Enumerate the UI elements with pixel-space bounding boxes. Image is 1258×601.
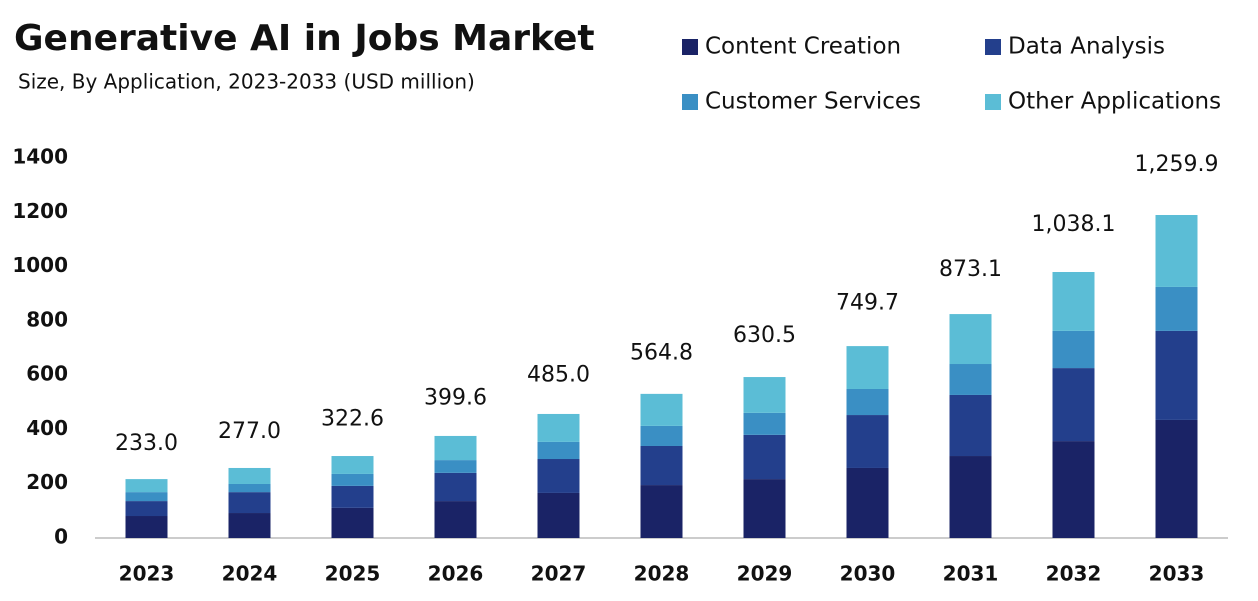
legend-label: Data Analysis bbox=[1008, 34, 1165, 60]
chart-subtitle: Size, By Application, 2023-2033 (USD mil… bbox=[18, 70, 475, 94]
bar-segment bbox=[640, 393, 683, 426]
bar-segment bbox=[846, 415, 889, 468]
bar-segment bbox=[434, 435, 477, 461]
bar-segment bbox=[846, 388, 889, 416]
x-tick-label: 2033 bbox=[1149, 562, 1205, 586]
bar-segment bbox=[640, 485, 683, 538]
bar-segment bbox=[1052, 368, 1095, 442]
y-tick-label: 800 bbox=[26, 307, 68, 331]
bar-segment bbox=[125, 501, 168, 517]
bar-segment bbox=[125, 492, 168, 502]
bar-segment bbox=[228, 467, 271, 484]
total-label: 873.1 bbox=[939, 257, 1002, 282]
legend-swatch bbox=[985, 39, 1001, 55]
legend-swatch bbox=[985, 94, 1001, 110]
bar-segment bbox=[640, 425, 683, 446]
bar-segment bbox=[1155, 286, 1198, 331]
bar-segment bbox=[331, 507, 374, 538]
total-label: 485.0 bbox=[527, 362, 590, 387]
bar-segment bbox=[228, 483, 271, 493]
bar-segment bbox=[228, 492, 271, 514]
bar-segment bbox=[743, 479, 786, 538]
legend-swatch bbox=[682, 94, 698, 110]
total-label: 1,259.9 bbox=[1135, 152, 1219, 177]
bar-segment bbox=[743, 412, 786, 435]
x-tick-label: 2023 bbox=[119, 562, 175, 586]
bar-segment bbox=[743, 434, 786, 480]
bar-segment bbox=[434, 472, 477, 502]
bar-segment bbox=[125, 479, 168, 493]
y-tick-label: 400 bbox=[26, 416, 68, 440]
y-tick-label: 1200 bbox=[12, 199, 68, 223]
total-label: 1,038.1 bbox=[1032, 212, 1116, 237]
bar-segment bbox=[537, 441, 580, 460]
total-label: 564.8 bbox=[630, 341, 693, 366]
x-tick-label: 2030 bbox=[840, 562, 896, 586]
total-label: 630.5 bbox=[733, 323, 796, 348]
bar-segment bbox=[949, 314, 992, 365]
bar-segment bbox=[1052, 272, 1095, 331]
total-label: 399.6 bbox=[424, 386, 487, 411]
x-tick-label: 2032 bbox=[1046, 562, 1102, 586]
bar-segment bbox=[228, 513, 271, 538]
y-tick-label: 200 bbox=[26, 470, 68, 494]
bar-segment bbox=[331, 456, 374, 474]
y-tick-label: 600 bbox=[26, 362, 68, 386]
bar-segment bbox=[846, 346, 889, 389]
legend-label: Content Creation bbox=[705, 34, 901, 60]
x-tick-label: 2031 bbox=[943, 562, 999, 586]
bar-segment bbox=[537, 492, 580, 538]
y-tick-label: 0 bbox=[54, 525, 68, 549]
x-tick-label: 2027 bbox=[531, 562, 587, 586]
legend-label: Customer Services bbox=[705, 89, 921, 115]
y-tick-label: 1400 bbox=[12, 145, 68, 169]
bar-segment bbox=[331, 473, 374, 486]
bar-segment bbox=[1155, 330, 1198, 420]
x-tick-label: 2029 bbox=[737, 562, 793, 586]
chart-title: Generative AI in Jobs Market bbox=[14, 18, 595, 59]
bar-segment bbox=[434, 501, 477, 538]
x-tick-label: 2025 bbox=[325, 562, 381, 586]
x-tick-label: 2028 bbox=[634, 562, 690, 586]
bar-segment bbox=[640, 445, 683, 486]
total-label: 277.0 bbox=[218, 419, 281, 444]
bar-segment bbox=[743, 377, 786, 413]
bar-segment bbox=[1052, 330, 1095, 369]
bar-segment bbox=[331, 485, 374, 508]
total-label: 322.6 bbox=[321, 406, 384, 431]
legend-swatch bbox=[682, 39, 698, 55]
legend-label: Other Applications bbox=[1008, 89, 1221, 115]
bar-segment bbox=[949, 364, 992, 395]
total-label: 233.0 bbox=[115, 431, 178, 456]
bar-segment bbox=[125, 516, 168, 538]
bar-segment bbox=[1155, 215, 1198, 287]
x-tick-label: 2024 bbox=[222, 562, 278, 586]
bar-segment bbox=[949, 394, 992, 457]
y-tick-label: 1000 bbox=[12, 253, 68, 277]
bar-segment bbox=[1052, 441, 1095, 538]
bar-segment bbox=[434, 460, 477, 473]
bar-segment bbox=[537, 459, 580, 493]
bar-segment bbox=[1155, 419, 1198, 538]
x-tick-label: 2026 bbox=[428, 562, 484, 586]
bar-segment bbox=[537, 413, 580, 442]
bar-segment bbox=[846, 467, 889, 538]
bar-segment bbox=[949, 456, 992, 538]
total-label: 749.7 bbox=[836, 291, 899, 316]
